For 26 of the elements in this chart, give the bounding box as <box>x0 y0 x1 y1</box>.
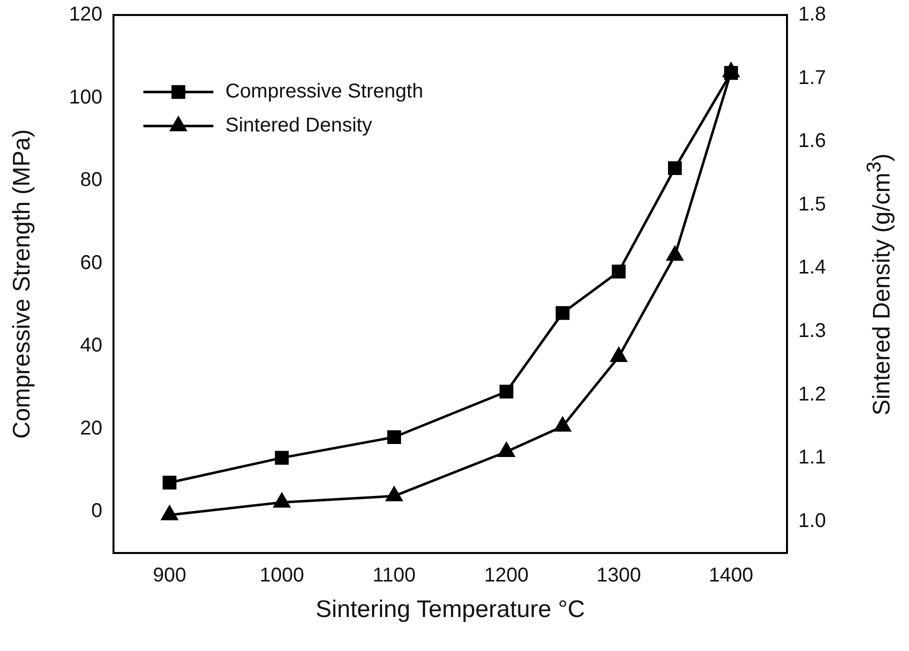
legend-label: Sintered Density <box>225 114 372 137</box>
y2-tick-label: 1.6 <box>798 130 826 152</box>
y2-tick-label: 1.0 <box>798 510 826 532</box>
y2-tick-label: 1.1 <box>798 446 826 469</box>
y-tick-label: 40 <box>80 334 102 357</box>
y2-tick-label: 1.7 <box>798 66 826 89</box>
y-axis-title: Compressive Strength (MPa) <box>8 129 36 439</box>
x-tick-label: 900 <box>152 564 186 587</box>
legend-label: Compressive Strength <box>225 80 424 103</box>
y-tick-label: 20 <box>80 417 102 440</box>
y-tick-label: 120 <box>68 4 102 26</box>
y2-tick-label: 1.3 <box>798 320 826 342</box>
y-tick-label: 80 <box>80 169 102 192</box>
x-tick-label: 1200 <box>484 564 529 587</box>
y-tick-label: 60 <box>80 252 102 274</box>
x-tick-label: 1100 <box>372 564 416 587</box>
x-tick-label: 1300 <box>596 564 641 587</box>
x-tick-label: 1000 <box>260 564 304 587</box>
y-tick-label: 0 <box>91 500 102 522</box>
x-axis-title: Sintering Temperature °C <box>316 596 585 624</box>
y-tick-label: 100 <box>68 86 102 108</box>
y2-tick-label: 1.4 <box>798 256 826 279</box>
x-tick-label: 1400 <box>708 564 754 587</box>
y2-tick-label: 1.2 <box>798 383 826 406</box>
y2-tick-label: 1.8 <box>798 4 826 26</box>
y2-tick-label: 1.5 <box>798 193 826 216</box>
